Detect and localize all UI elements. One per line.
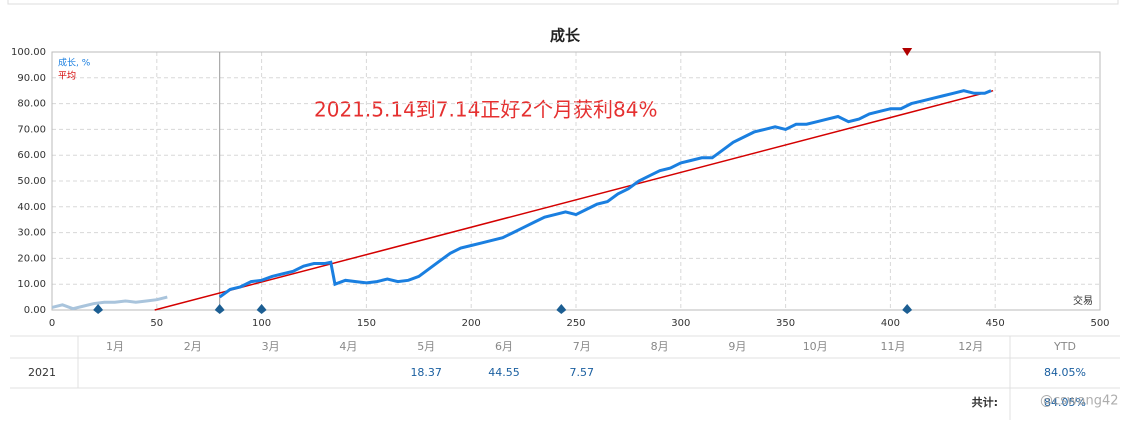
deposit-marker [256, 304, 267, 314]
x-tick-label: 450 [986, 318, 1005, 329]
x-axis-label: 交易 [1073, 294, 1093, 307]
plot-frame [51, 51, 1101, 311]
x-tick-label: 350 [776, 318, 795, 329]
x-tick-label: 300 [671, 318, 690, 329]
deposit-marker [93, 304, 104, 314]
deposit-marker [902, 304, 913, 314]
top-marker [902, 48, 913, 56]
month-header: 3月 [262, 340, 280, 353]
total-label: 共计: [972, 395, 998, 409]
series-line [51, 295, 168, 311]
month-header: 2月 [184, 340, 202, 353]
annotation: 2021.5.14到7.14正好2个月获利84% [314, 98, 658, 122]
x-tick-label: 100 [252, 318, 271, 329]
month-header: 12月 [958, 340, 983, 353]
y-tick-label: 0.00 [24, 305, 46, 316]
row-ytd: 84.05% [1044, 366, 1086, 379]
y-tick-label: 90.00 [17, 73, 46, 84]
month-value: 18.37 [410, 366, 442, 379]
x-tick-label: 0 [49, 318, 55, 329]
x-tick-label: 150 [357, 318, 376, 329]
month-header: 10月 [803, 340, 828, 353]
x-tick-label: 500 [1090, 318, 1109, 329]
top-frame [7, 0, 1119, 5]
total-value: 84.05% [1044, 396, 1086, 409]
x-tick-label: 200 [462, 318, 481, 329]
series-line [154, 89, 994, 311]
y-tick-label: 100.00 [11, 47, 46, 58]
x-tick-label: 400 [881, 318, 900, 329]
deposit-marker [556, 304, 567, 314]
y-tick-label: 10.00 [17, 279, 46, 290]
deposit-marker [214, 304, 225, 314]
y-tick-label: 50.00 [17, 176, 46, 187]
y-tick-label: 20.00 [17, 253, 46, 264]
chart-title: 成长 [550, 27, 581, 45]
month-header: 7月 [573, 340, 591, 353]
row-year: 2021 [28, 366, 56, 379]
month-header: 5月 [417, 340, 435, 353]
y-tick-label: 70.00 [17, 124, 46, 135]
month-header: 8月 [651, 340, 669, 353]
month-value: 7.57 [570, 366, 595, 379]
x-tick-label: 50 [150, 318, 163, 329]
month-value: 44.55 [488, 366, 520, 379]
y-tick-label: 40.00 [17, 202, 46, 213]
month-header: 1月 [106, 340, 124, 353]
month-header: 9月 [728, 340, 746, 353]
y-tick-label: 80.00 [17, 99, 46, 110]
month-header: 4月 [339, 340, 357, 353]
ytd-header: YTD [1053, 340, 1076, 353]
x-tick-label: 250 [566, 318, 585, 329]
month-header: 11月 [881, 340, 906, 353]
month-header: 6月 [495, 340, 513, 353]
legend-label: 成长, % [58, 57, 91, 69]
y-tick-label: 30.00 [17, 228, 46, 239]
y-tick-label: 60.00 [17, 150, 46, 161]
watermark: @cswang42 [1040, 394, 1119, 409]
legend-label: 平均 [58, 70, 76, 82]
series-line [218, 89, 992, 299]
